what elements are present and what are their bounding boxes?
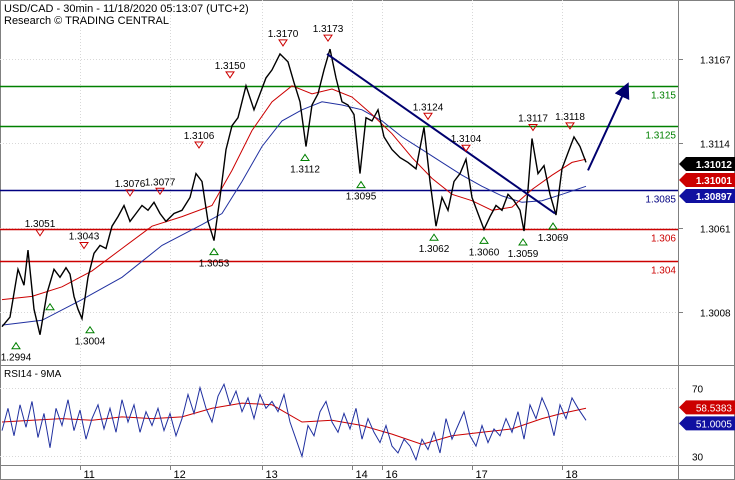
trough-marker [45, 302, 55, 311]
current-price-badge-label: 1.31001 [696, 176, 733, 187]
trough-marker [85, 325, 95, 334]
projection-arrow [587, 82, 630, 171]
trend-line [326, 53, 556, 215]
current-price-badge-label: 1.31012 [696, 160, 733, 171]
trough-label: 1.3053 [199, 259, 230, 270]
peak-label: 1.3051 [25, 219, 56, 230]
peak-marker [423, 112, 433, 121]
rsi-line [1, 382, 587, 462]
trough-label: 1.3060 [469, 247, 500, 258]
peak-marker [35, 229, 45, 237]
peak-label: 1.3117 [518, 113, 548, 124]
trough-label: 1.3004 [75, 337, 106, 348]
peak-label: 1.3124 [413, 102, 444, 113]
x-tick-label: 14 [356, 469, 368, 480]
peak-label: 1.3150 [215, 61, 246, 72]
rsi-badge [679, 400, 735, 415]
trough-marker [209, 247, 219, 256]
current-price-badge [679, 189, 735, 203]
trough-marker [479, 236, 489, 244]
peak-label: 1.3043 [69, 232, 100, 243]
trough-marker [356, 180, 366, 189]
ma-red-line [1, 85, 587, 301]
peak-label: 1.3076 [115, 179, 146, 190]
trough-label: 1.3059 [508, 249, 539, 260]
peak-label: 1.3173 [313, 24, 344, 35]
rsi-series [1, 382, 587, 462]
peak-marker [278, 39, 288, 47]
trough-marker [548, 222, 558, 230]
rsi-badge [679, 416, 735, 431]
rsi-grid [0, 366, 678, 465]
price-series [1, 48, 587, 335]
x-tick-label: 18 [566, 469, 578, 480]
peak-label: 1.3106 [184, 131, 215, 142]
horizontal-levels: 1.315 1.3125 1.3085 1.306 1.304 [0, 85, 678, 277]
peak-label: 1.3104 [451, 134, 482, 145]
trough-label: 1.2994 [1, 353, 32, 364]
peak-marker [528, 123, 538, 132]
rsi-tick-label: 70 [692, 385, 704, 396]
y-tick-label: 1.3008 [700, 309, 731, 320]
level-label: 1.3125 [645, 131, 676, 142]
trough-label: 1.3062 [419, 244, 450, 255]
current-price-badge-label: 1.30897 [696, 192, 733, 203]
price-badges: 1.31012 1.31001 1.30897 58.5383 51.0005 [679, 157, 735, 431]
rsi-tick-label: 30 [692, 453, 704, 464]
x-tick-label: 13 [266, 469, 278, 480]
peak-marker [565, 122, 575, 130]
peak-label: 1.3170 [268, 29, 299, 40]
trough-marker [518, 238, 528, 246]
trough-marker [300, 153, 310, 161]
current-price-badge [679, 173, 735, 187]
x-tick-label: 12 [174, 469, 186, 480]
peak-label: 1.3077 [145, 177, 176, 188]
rsi-panel-label: RSI14 - 9MA [4, 369, 62, 380]
trough-marker [11, 341, 21, 350]
ma-blue-line [1, 101, 587, 326]
axis-labels: 11 12 13 14 16 17 18 1.3167 1.3114 1.3061 1.3008 70… [80, 56, 731, 480]
peak-marker [225, 71, 235, 79]
level-label: 1.306 [651, 234, 676, 245]
peak-marker [323, 34, 333, 43]
rsi-badge-label: 51.0005 [696, 419, 733, 430]
swing-markers: 1.3051 1.3043 1.3076 1.3077 1.3106 1.3150 1.31… [1, 24, 586, 364]
peak-marker [461, 144, 471, 153]
price-line [1, 48, 587, 335]
level-label: 1.3085 [645, 195, 676, 206]
peak-marker [125, 189, 135, 197]
peak-marker [155, 187, 165, 196]
trough-label: 1.3069 [538, 233, 569, 244]
main-grid [0, 0, 678, 365]
y-tick-label: 1.3167 [700, 56, 731, 67]
trough-label: 1.3095 [346, 192, 377, 203]
level-label: 1.315 [651, 91, 676, 102]
x-tick-label: 16 [386, 469, 398, 480]
chart-title: USD/CAD - 30min - 11/18/2020 05:13:07 (U… [4, 3, 249, 15]
x-tick-label: 17 [476, 469, 488, 480]
rsi-badge-label: 58.5383 [696, 403, 733, 414]
y-tick-label: 1.3114 [700, 140, 730, 151]
x-tick-label: 11 [84, 469, 95, 480]
peak-marker [194, 141, 204, 149]
peak-marker [79, 242, 89, 250]
chart-subtitle: Research © TRADING CENTRAL [4, 15, 169, 27]
y-tick-label: 1.3061 [700, 225, 731, 236]
trough-marker [429, 233, 439, 241]
peak-label: 1.3118 [555, 112, 585, 123]
trough-label: 1.3112 [290, 164, 320, 175]
level-label: 1.304 [651, 266, 676, 277]
trend-lines [326, 53, 630, 215]
current-price-badge [679, 157, 735, 171]
